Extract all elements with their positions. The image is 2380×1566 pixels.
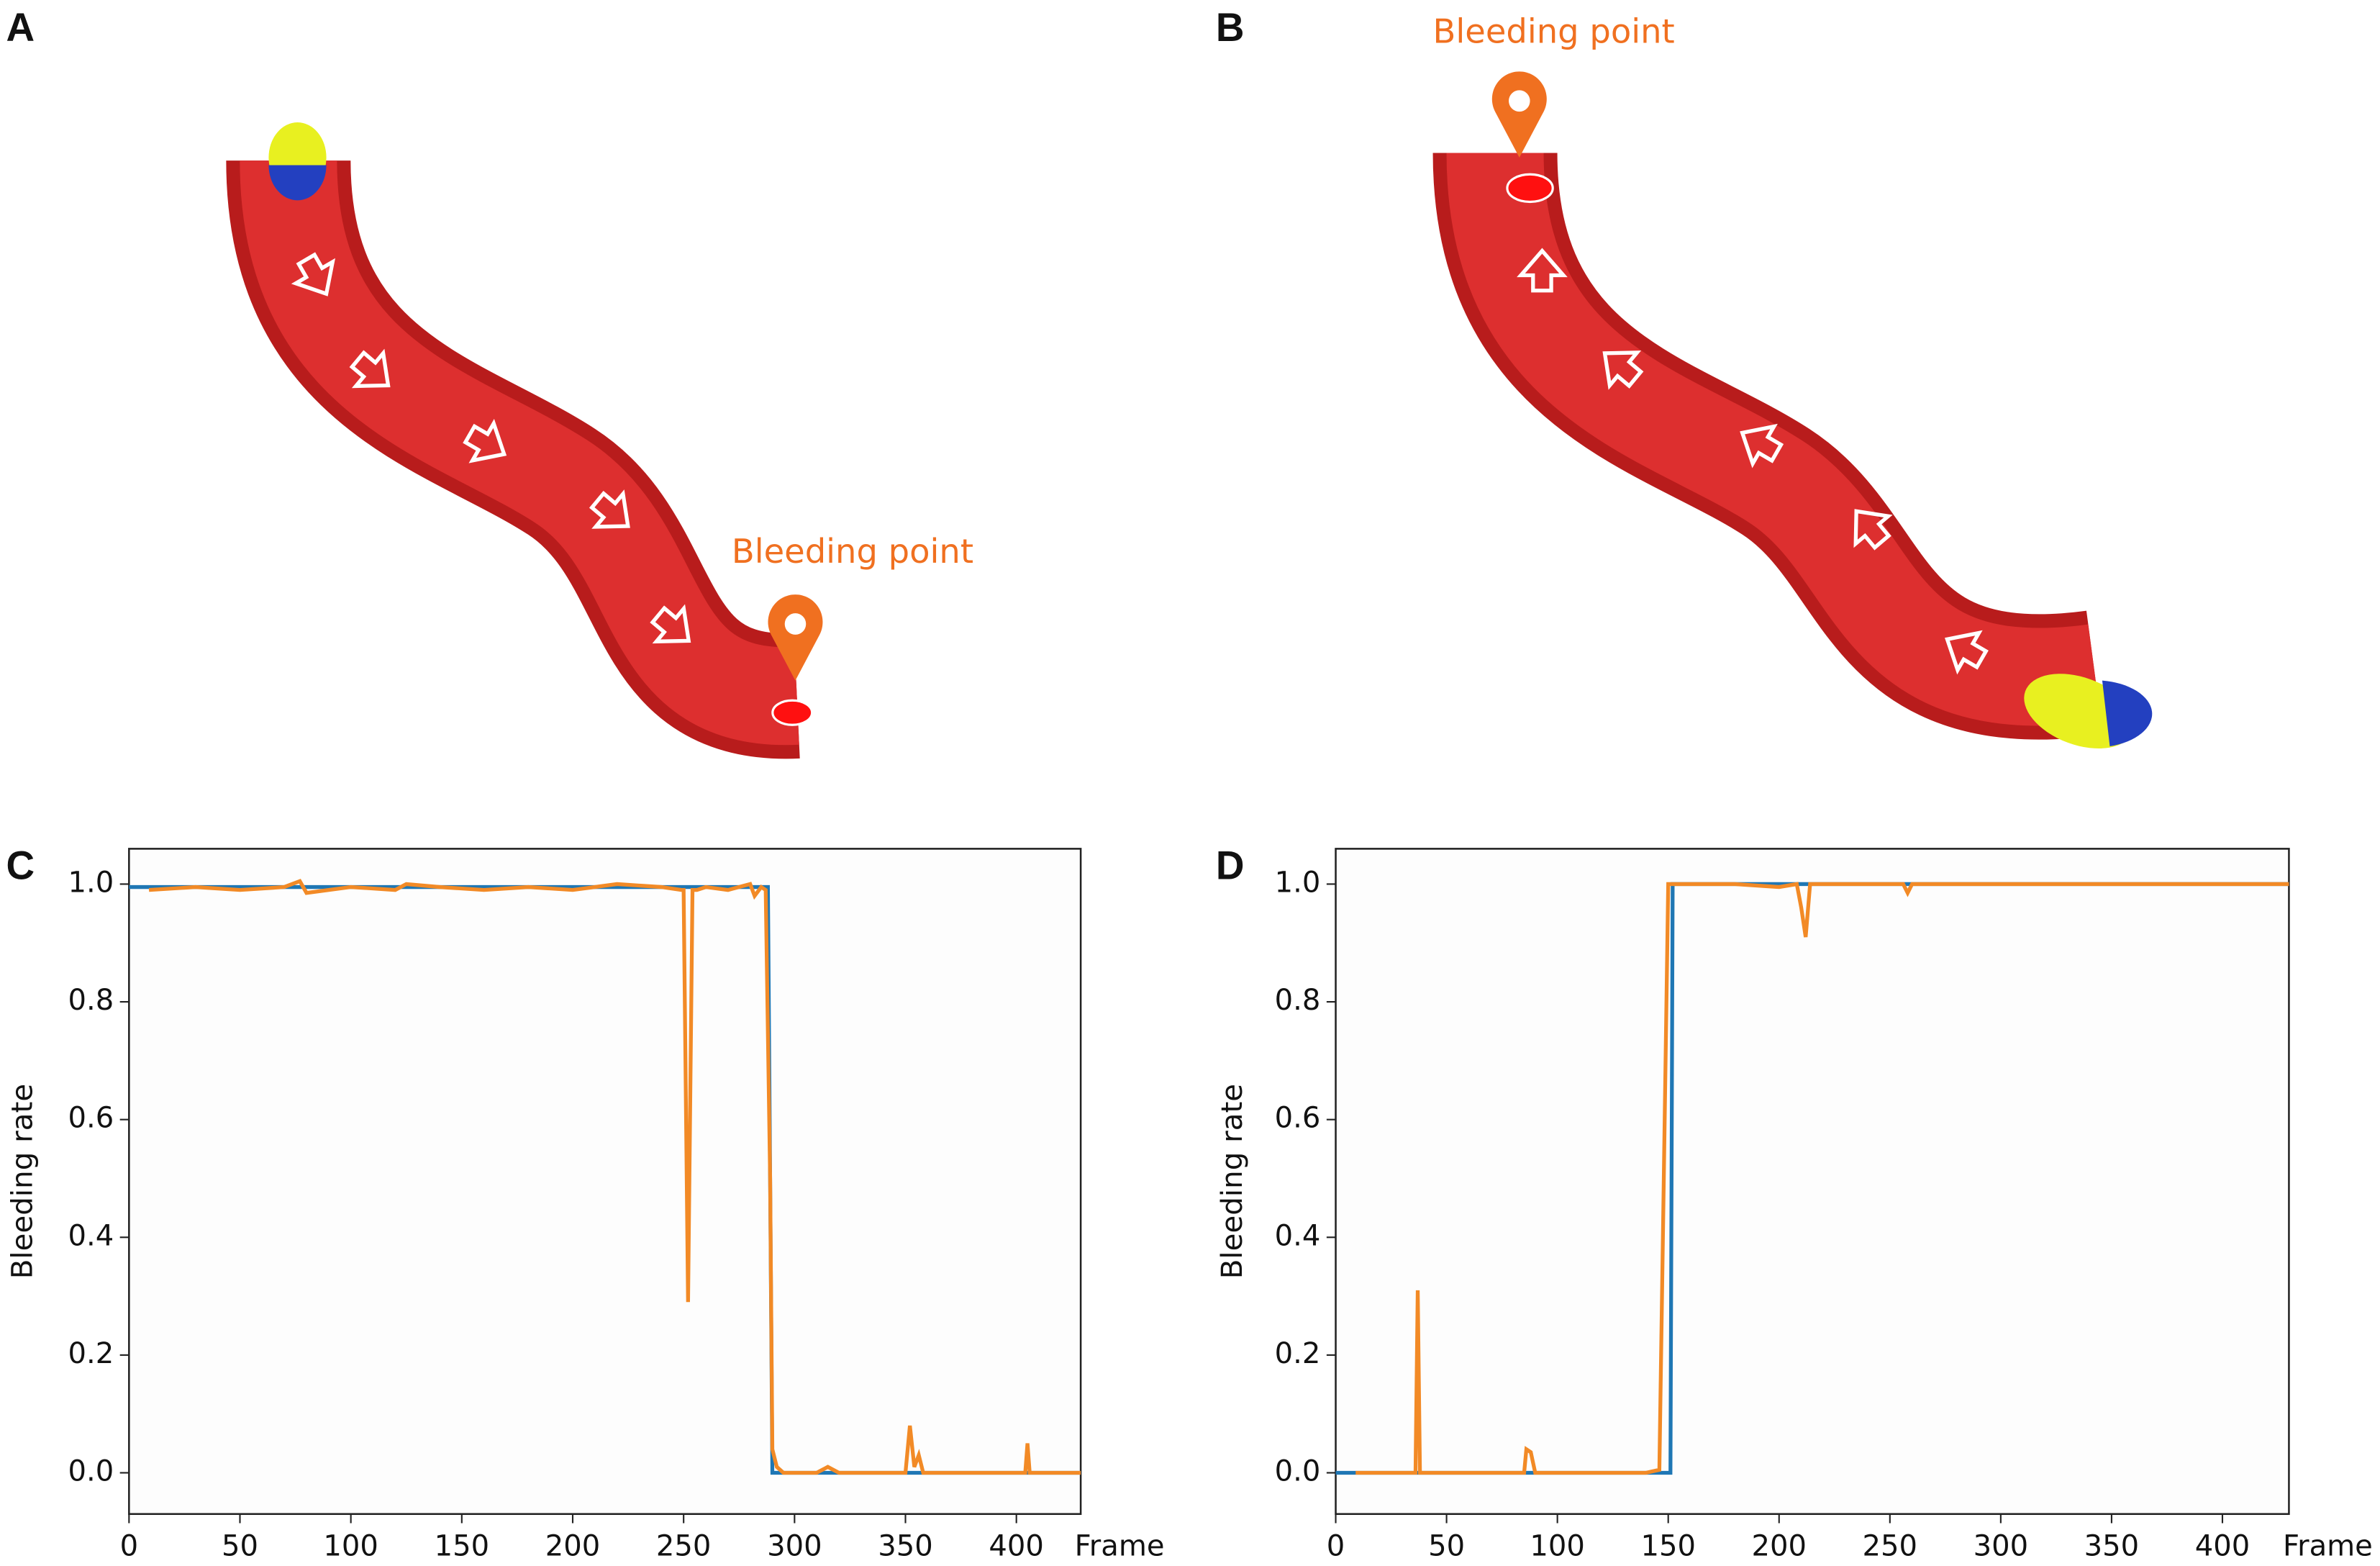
x-tick-label: 200 (1752, 1529, 1807, 1562)
x-tick-label: 400 (989, 1529, 1043, 1562)
line-series (148, 879, 1081, 1475)
y-tick-label: 0.0 (1275, 1454, 1321, 1488)
x-tick-label: 100 (1530, 1529, 1584, 1562)
pin (1491, 71, 1547, 158)
x-tick-label: 50 (1428, 1529, 1465, 1562)
panel-label: A (6, 5, 35, 50)
x-axis-label: Frame (2283, 1529, 2373, 1562)
y-tick-label: 0.8 (68, 984, 114, 1017)
vessel-illustration: Bleeding point (226, 122, 973, 759)
y-tick-label: 1.0 (1275, 866, 1321, 899)
x-tick-label: 250 (1863, 1529, 1917, 1562)
vessel-inner (240, 160, 799, 746)
x-tick-label: 300 (1974, 1529, 2028, 1562)
x-tick-label: 0 (1327, 1529, 1345, 1562)
line-series (1355, 882, 2289, 1475)
x-tick-label: 350 (2084, 1529, 2139, 1562)
x-tick-label: 0 (120, 1529, 139, 1562)
plot-area (1335, 848, 2290, 1516)
panel-label: D (1216, 843, 1245, 887)
y-axis-label: Bleeding rate (1216, 1084, 1249, 1279)
x-tick-label: 200 (545, 1529, 600, 1562)
x-tick-label: 400 (2195, 1529, 2250, 1562)
y-tick-label: 0.4 (1275, 1219, 1321, 1252)
vessel-inner (1446, 152, 2102, 726)
x-tick-label: 250 (656, 1529, 711, 1562)
x-tick-label: 150 (1640, 1529, 1695, 1562)
panel-label: B (1216, 5, 1245, 50)
capsule (268, 165, 327, 201)
x-tick-label: 50 (222, 1529, 258, 1562)
arrows (291, 252, 691, 644)
pin (768, 594, 823, 681)
y-tick-label: 0.2 (1275, 1337, 1321, 1370)
pin-hole (784, 613, 807, 635)
capsule (2102, 680, 2153, 746)
y-tick-label: 0.8 (1275, 984, 1321, 1017)
x-tick-label: 150 (435, 1529, 489, 1562)
pin-hole (1509, 90, 1530, 112)
y-tick-label: 0.2 (68, 1337, 114, 1370)
y-tick-label: 0.6 (68, 1102, 114, 1135)
y-tick-label: 1.0 (68, 866, 114, 899)
bleeding-spot (771, 699, 814, 726)
annotation: Bleeding point (1433, 12, 1675, 50)
y-axis-label: Bleeding rate (6, 1084, 40, 1279)
annotation: Bleeding point (732, 532, 973, 571)
x-tick-label: 350 (878, 1529, 932, 1562)
x-axis-label: Frame (1075, 1529, 1165, 1562)
panel-label: C (6, 843, 35, 887)
x-tick-label: 100 (323, 1529, 378, 1562)
bleeding-spot (1506, 173, 1554, 204)
arrows (1517, 248, 1989, 675)
y-tick-label: 0.4 (68, 1219, 114, 1252)
vessel-illustration: Bleeding point (1433, 12, 2153, 749)
y-tick-label: 0.0 (68, 1454, 114, 1488)
x-tick-label: 300 (767, 1529, 822, 1562)
plot-area (128, 848, 1082, 1516)
y-tick-label: 0.6 (1275, 1102, 1321, 1135)
